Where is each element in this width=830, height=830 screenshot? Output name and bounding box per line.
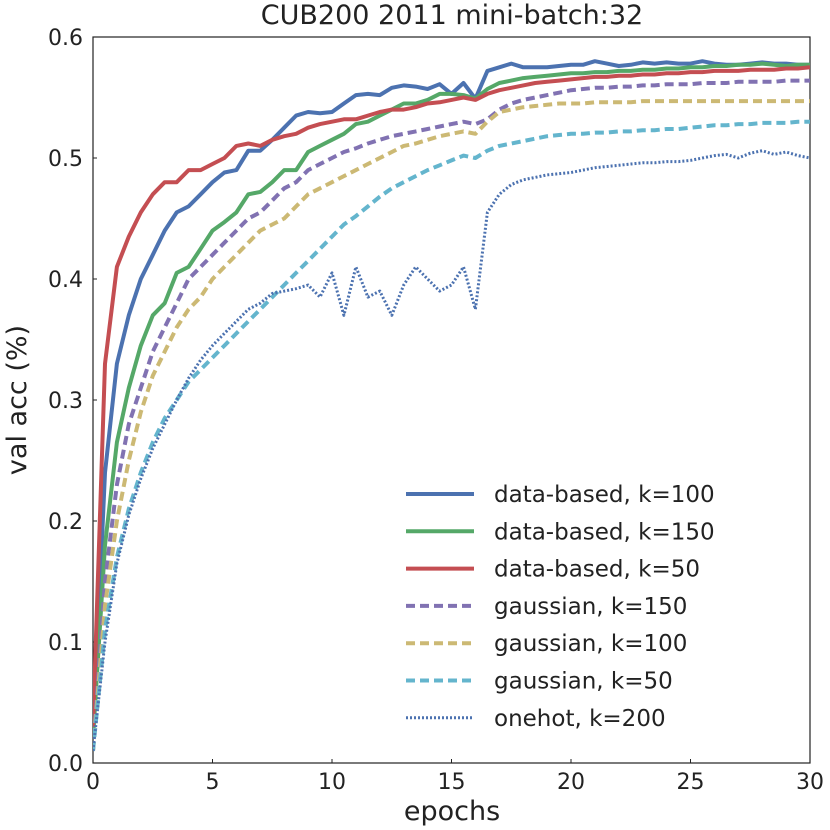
x-axis-label: epochs: [404, 796, 500, 827]
legend-label-4: gaussian, k=100: [494, 631, 687, 657]
legend-label-0: data-based, k=100: [494, 482, 715, 508]
y-tick-label: 0.4: [48, 268, 83, 293]
chart-title: CUB200 2011 mini-batch:32: [261, 0, 643, 31]
y-tick-label: 0.3: [48, 389, 83, 414]
legend-label-5: gaussian, k=50: [494, 669, 673, 695]
y-tick-label: 0.5: [48, 147, 83, 172]
legend-label-1: data-based, k=150: [494, 519, 715, 545]
plot-background: [92, 36, 811, 764]
legend: data-based, k=100 data-based, k=150 data-b…: [406, 482, 715, 732]
y-tick-label: 0.0: [48, 752, 83, 777]
plot-area: [92, 36, 811, 764]
x-tick-label: 15: [438, 770, 466, 795]
x-tick-label: 20: [557, 770, 585, 795]
series-line-6: [93, 149, 810, 752]
x-tick-label: 5: [206, 770, 220, 795]
series-line-4: [93, 99, 810, 752]
series-line-1: [93, 61, 810, 739]
legend-label-2: data-based, k=50: [494, 557, 700, 583]
y-axis: 0.0 0.1 0.2 0.3 0.4 0.5 0.6: [48, 26, 97, 777]
x-tick-label: 10: [318, 770, 346, 795]
series-line-5: [93, 119, 810, 752]
series-layer: [93, 59, 810, 752]
legend-label-3: gaussian, k=150: [494, 594, 687, 620]
x-axis: 0 5 10 15 20 25 30: [86, 759, 824, 795]
y-axis-label: val acc (%): [2, 325, 33, 475]
y-tick-label: 0.2: [48, 510, 83, 535]
legend-label-6: onehot, k=200: [494, 706, 666, 732]
x-tick-label: 30: [796, 770, 824, 795]
x-tick-label: 0: [86, 770, 100, 795]
series-line-3: [93, 78, 810, 752]
y-tick-label: 0.6: [48, 26, 83, 51]
series-line-2: [93, 65, 810, 727]
y-tick-label: 0.1: [48, 631, 83, 656]
x-tick-label: 25: [677, 770, 705, 795]
